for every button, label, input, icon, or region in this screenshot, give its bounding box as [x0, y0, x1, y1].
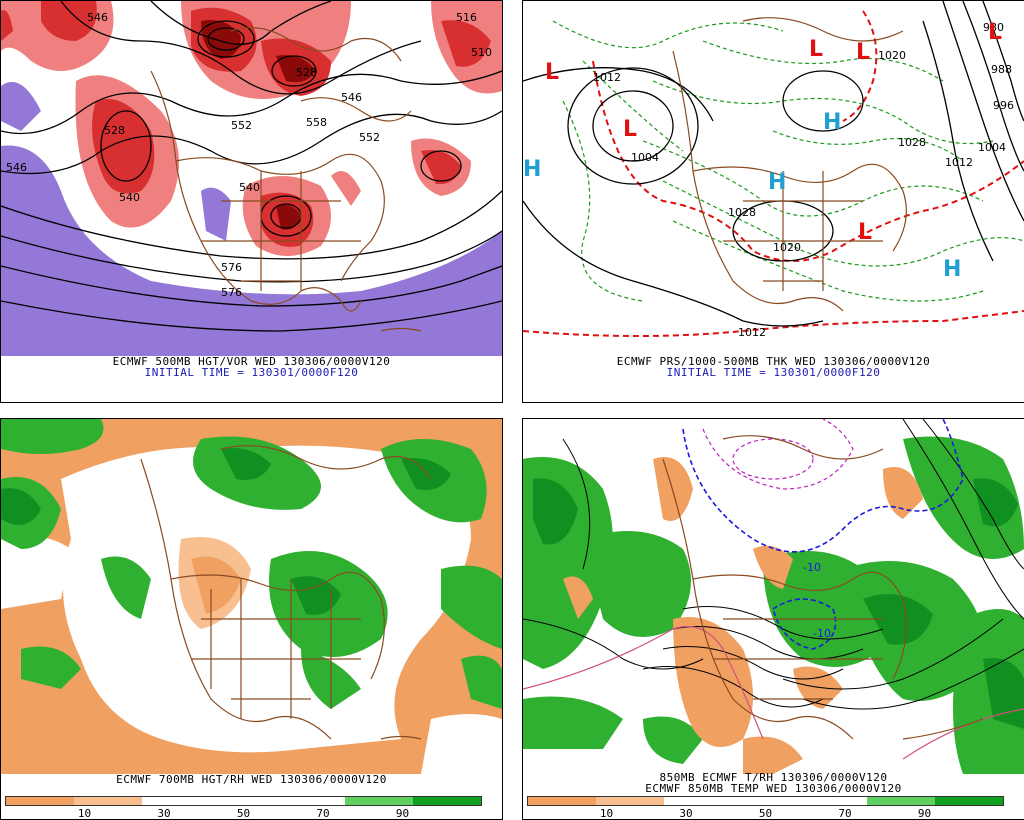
panel-700mb-rh: ECMWF 700MB HGT/RH WED 130306/0000V120 1…: [0, 418, 503, 820]
pressure-center-6: H: [823, 110, 841, 135]
pressure-center-2: L: [809, 37, 823, 62]
colorbar-segment-0: [6, 797, 74, 805]
contour-label-4: 540: [239, 181, 260, 194]
panel-caption: ECMWF 500MB HGT/VOR WED 130306/0000V120: [112, 355, 391, 368]
pressure-center-7: H: [768, 170, 786, 195]
colorbar-tick: 90: [395, 807, 410, 820]
colorbar-segment-3: [731, 797, 800, 805]
contour-label-5: 1020: [773, 241, 801, 254]
pressure-center-3: L: [856, 40, 870, 65]
contour-label-2: 1020: [878, 49, 906, 62]
contour-label-10: 1012: [945, 156, 973, 169]
colorbar-tick: 30: [679, 807, 693, 820]
p2-pressure-centers: L L L L L L H H H H: [523, 20, 1002, 282]
rh-colorbar: [527, 796, 1004, 806]
colorbar-segment-1: [595, 797, 664, 805]
panel-500mb-vorticity: 546 528 540 552 540 528 546 552 546 558 576 516 510 5…: [0, 0, 503, 403]
colorbar-tick: 50: [236, 807, 251, 820]
colorbar-segment-3: [209, 797, 278, 805]
panel-initial-time: INITIAL TIME = 130301/0000F120: [666, 366, 881, 379]
colorbar-tick: 10: [77, 807, 92, 820]
colorbar-segment-5: [345, 797, 414, 805]
map-700mb-rh: [1, 419, 502, 819]
map-500mb-vorticity: 546 528 540 552 540 528 546 552 546 558 576 516 510 5…: [1, 1, 502, 356]
map-pressure-thickness: 1012 1004 1020 1028 1028 1020 980 988 996 1004 101…: [523, 1, 1024, 356]
colorbar-tick: 30: [157, 807, 171, 820]
contour-label-11: 516: [456, 11, 477, 24]
contour-label-12: 510: [471, 46, 492, 59]
contour-label-3: 552: [231, 119, 252, 132]
colorbar-tick: 10: [599, 807, 614, 820]
panel-pressure-thickness: 1012 1004 1020 1028 1028 1020 980 988 996 1004 101…: [522, 0, 1024, 403]
colorbar-segment-4: [799, 797, 868, 805]
contour-label-3: 1028: [898, 136, 926, 149]
colorbar-segment-0: [528, 797, 596, 805]
panel-caption: ECMWF 700MB HGT/RH WED 130306/0000V120: [116, 773, 387, 786]
colorbar-tick: 70: [316, 807, 330, 820]
contour-label-9: 558: [306, 116, 327, 129]
colorbar-tick: 90: [917, 807, 932, 820]
pressure-center-0: L: [545, 60, 559, 85]
p1-contour-labels: 546 528 540 552 540 528 546 552 546 558 576 516 510 5…: [6, 11, 492, 299]
rh-colorbar-ticks: 10 30 50 70 90: [5, 807, 482, 819]
panel-caption: 850MB ECMWF T/RH 130306/0000V120: [659, 771, 888, 784]
contour-label-6: 546: [341, 91, 362, 104]
colorbar-tick: 70: [838, 807, 852, 820]
contour-label-8: 546: [6, 161, 27, 174]
pressure-center-4: L: [858, 220, 872, 245]
colorbar-segment-1: [73, 797, 142, 805]
map-850mb-temp-rh: -10 -10: [523, 419, 1024, 819]
contour-label-10: 576: [221, 286, 242, 299]
panel-caption: ECMWF PRS/1000-500MB THK WED 130306/0000…: [616, 355, 931, 368]
colorbar-segment-5: [867, 797, 936, 805]
contour-label-6: 980: [983, 21, 1004, 34]
contour-label-13: 576: [221, 261, 242, 274]
rh-colorbar: [5, 796, 482, 806]
panel-initial-time: INITIAL TIME = 130301/0000F120: [144, 366, 359, 379]
contour-label-2: 540: [119, 191, 140, 204]
panel-850mb-temp-rh: -10 -10 850MB ECMWF T/RH 130306/0000V120 …: [522, 418, 1024, 820]
rh-colorbar-ticks: 10 30 50 70 90: [527, 807, 1004, 819]
colorbar-segment-2: [141, 797, 210, 805]
contour-label-4: 1028: [728, 206, 756, 219]
colorbar-segment-4: [277, 797, 346, 805]
panel-caption-2: ECMWF 850MB TEMP WED 130306/0000V120: [645, 782, 902, 795]
contour-label-8: 996: [993, 99, 1014, 112]
pressure-center-8: H: [943, 257, 961, 282]
contour-label-0: 546: [87, 11, 108, 24]
colorbar-tick: 50: [758, 807, 773, 820]
p4-contour-labels: -10 -10: [803, 561, 831, 640]
contour-label-9: 1004: [978, 141, 1006, 154]
contour-label-1: 1004: [631, 151, 659, 164]
pressure-center-9: H: [523, 157, 541, 182]
colorbar-segment-6: [935, 797, 1004, 805]
contour-label-5: 528: [296, 66, 317, 79]
colorbar-segment-6: [413, 797, 482, 805]
contour-label-0: -10: [803, 561, 821, 574]
contour-label-11: 1012: [738, 326, 766, 339]
pressure-center-1: L: [623, 117, 637, 142]
colorbar-segment-2: [663, 797, 732, 805]
contour-label-1: -10: [813, 627, 831, 640]
p2-contour-labels: 1012 1004 1020 1028 1028 1020 980 988 996 1004 101…: [593, 21, 1014, 339]
contour-label-0: 1012: [593, 71, 621, 84]
contour-label-7: 988: [991, 63, 1012, 76]
contour-label-1: 528: [104, 124, 125, 137]
contour-label-7: 552: [359, 131, 380, 144]
pressure-center-5: L: [988, 20, 1002, 45]
